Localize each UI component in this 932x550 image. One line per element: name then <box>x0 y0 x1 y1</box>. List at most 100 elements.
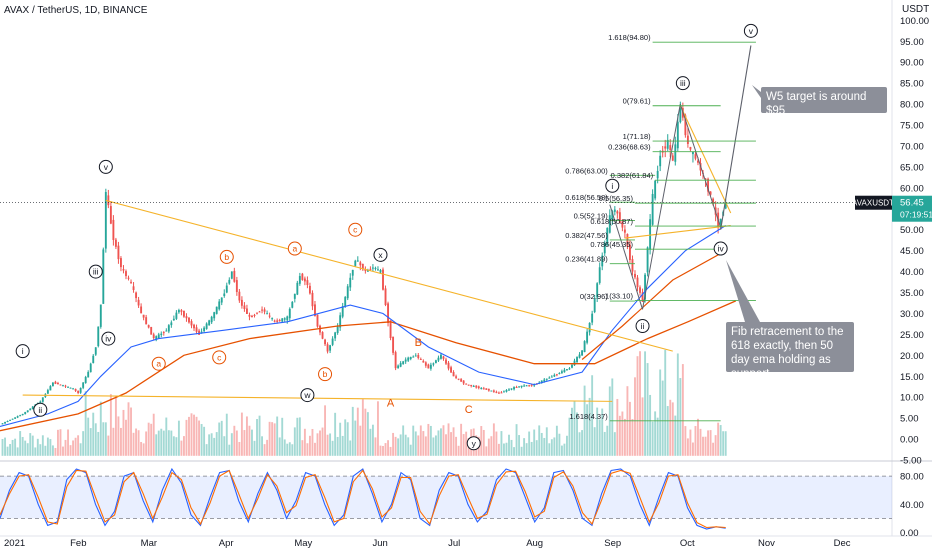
candle-body <box>218 301 221 310</box>
volume-bar <box>276 416 279 456</box>
candle-body <box>180 310 183 312</box>
volume-bar <box>324 405 326 456</box>
candle-body <box>188 317 190 323</box>
candle-body <box>198 330 201 335</box>
candle-body <box>553 374 556 377</box>
volume-bar <box>563 443 566 456</box>
time-tick-label: Apr <box>219 538 234 549</box>
volume-bar <box>697 418 699 456</box>
volume-bar <box>691 442 694 456</box>
candle-body <box>674 144 677 162</box>
candle-body <box>152 334 155 339</box>
candle-body <box>654 180 657 199</box>
volume-bar <box>130 407 132 456</box>
volume-bar <box>215 432 218 456</box>
candle-body <box>213 312 216 319</box>
wave-label: v <box>749 26 754 36</box>
candle-body <box>79 387 82 393</box>
candle-body <box>130 281 132 283</box>
w5-target-callout[interactable]: W5 target is around $95 <box>761 87 887 117</box>
candle-body <box>676 121 679 149</box>
volume-bar <box>429 425 432 456</box>
candle-body <box>336 325 339 334</box>
candle-body <box>51 382 54 387</box>
candle-body <box>339 315 342 328</box>
volume-bar <box>427 423 430 456</box>
candle-body <box>341 306 344 317</box>
volume-bar <box>392 432 395 456</box>
fib-level-label: 0.786(45.35) <box>590 240 633 249</box>
candle-body <box>84 377 87 383</box>
time-tick-label: Sep <box>604 538 621 549</box>
volume-bar <box>623 418 626 456</box>
volume-bar <box>208 434 211 456</box>
volume-bar <box>530 441 533 456</box>
volume-bar <box>278 437 281 456</box>
candle-body <box>452 372 455 377</box>
volume-bar <box>46 437 49 456</box>
fib-level-label: 0(32.96) <box>580 292 608 301</box>
price-tick-label: 95.00 <box>900 37 924 48</box>
candle-body <box>293 293 296 299</box>
volume-bar <box>719 425 722 456</box>
candle-body <box>92 355 95 363</box>
volume-bar <box>120 427 122 456</box>
candle-body <box>223 293 226 297</box>
candle-body <box>525 385 528 387</box>
wave-label-circle <box>287 241 302 256</box>
volume-bar <box>694 426 697 456</box>
volume-bar <box>220 420 223 456</box>
candle-body <box>482 388 485 390</box>
price-tick-label: 10.00 <box>900 393 924 404</box>
candle-body <box>190 321 193 326</box>
candle-body <box>487 388 490 391</box>
candle-body <box>568 368 571 370</box>
candle-body <box>248 314 251 317</box>
volume-bar <box>412 425 415 456</box>
candle-body <box>659 155 662 167</box>
stoch-tick-label: 80.00 <box>900 472 924 483</box>
candle-body <box>170 322 173 326</box>
candle-body <box>142 314 145 318</box>
candle-body <box>62 385 64 387</box>
candle-body <box>422 360 425 363</box>
candle-body <box>349 277 352 288</box>
volume-bar <box>155 434 158 456</box>
volume-bar <box>39 444 42 456</box>
price-tag-countdown: 07:19:51 <box>900 210 932 220</box>
candle-body <box>135 292 138 299</box>
volume-bar <box>4 437 6 456</box>
volume-bar <box>465 431 468 456</box>
volume-bar <box>545 427 548 456</box>
time-axis: 2021 Feb Mar Apr May Jun Jul Aug Sep Oct Nov Dec <box>4 538 851 549</box>
candles <box>1 101 727 425</box>
candle-body <box>311 292 314 307</box>
candle-body <box>369 268 372 270</box>
fib-note-callout[interactable]: Fib retracement to the 618 exactly, then… <box>726 322 854 380</box>
candle-body <box>324 339 326 345</box>
candle-body <box>606 227 609 245</box>
wave-label-circle <box>318 367 333 382</box>
candle-body <box>233 270 236 282</box>
volume-bar <box>679 378 682 456</box>
volume-bar <box>64 439 67 456</box>
volume-bar <box>94 423 97 456</box>
wave-label: a <box>292 244 297 254</box>
volume-bar <box>495 431 498 456</box>
candle-body <box>14 417 17 419</box>
volume-bar <box>538 425 541 456</box>
fib-level-label: 0.5(52.19) <box>574 212 609 221</box>
candle-body <box>132 286 135 291</box>
candle-body <box>596 283 599 298</box>
candle-body <box>689 146 692 150</box>
candle-body <box>329 345 332 351</box>
price-tick-label: 5.00 <box>900 414 919 425</box>
volume-bar <box>258 415 261 456</box>
volume-bar <box>649 394 652 456</box>
volume-bar <box>578 432 581 456</box>
candle-body <box>314 304 316 316</box>
wave-label-circle <box>98 159 113 174</box>
volume-bar <box>550 439 553 456</box>
candle-body <box>666 139 669 149</box>
volume-bar <box>29 433 32 456</box>
